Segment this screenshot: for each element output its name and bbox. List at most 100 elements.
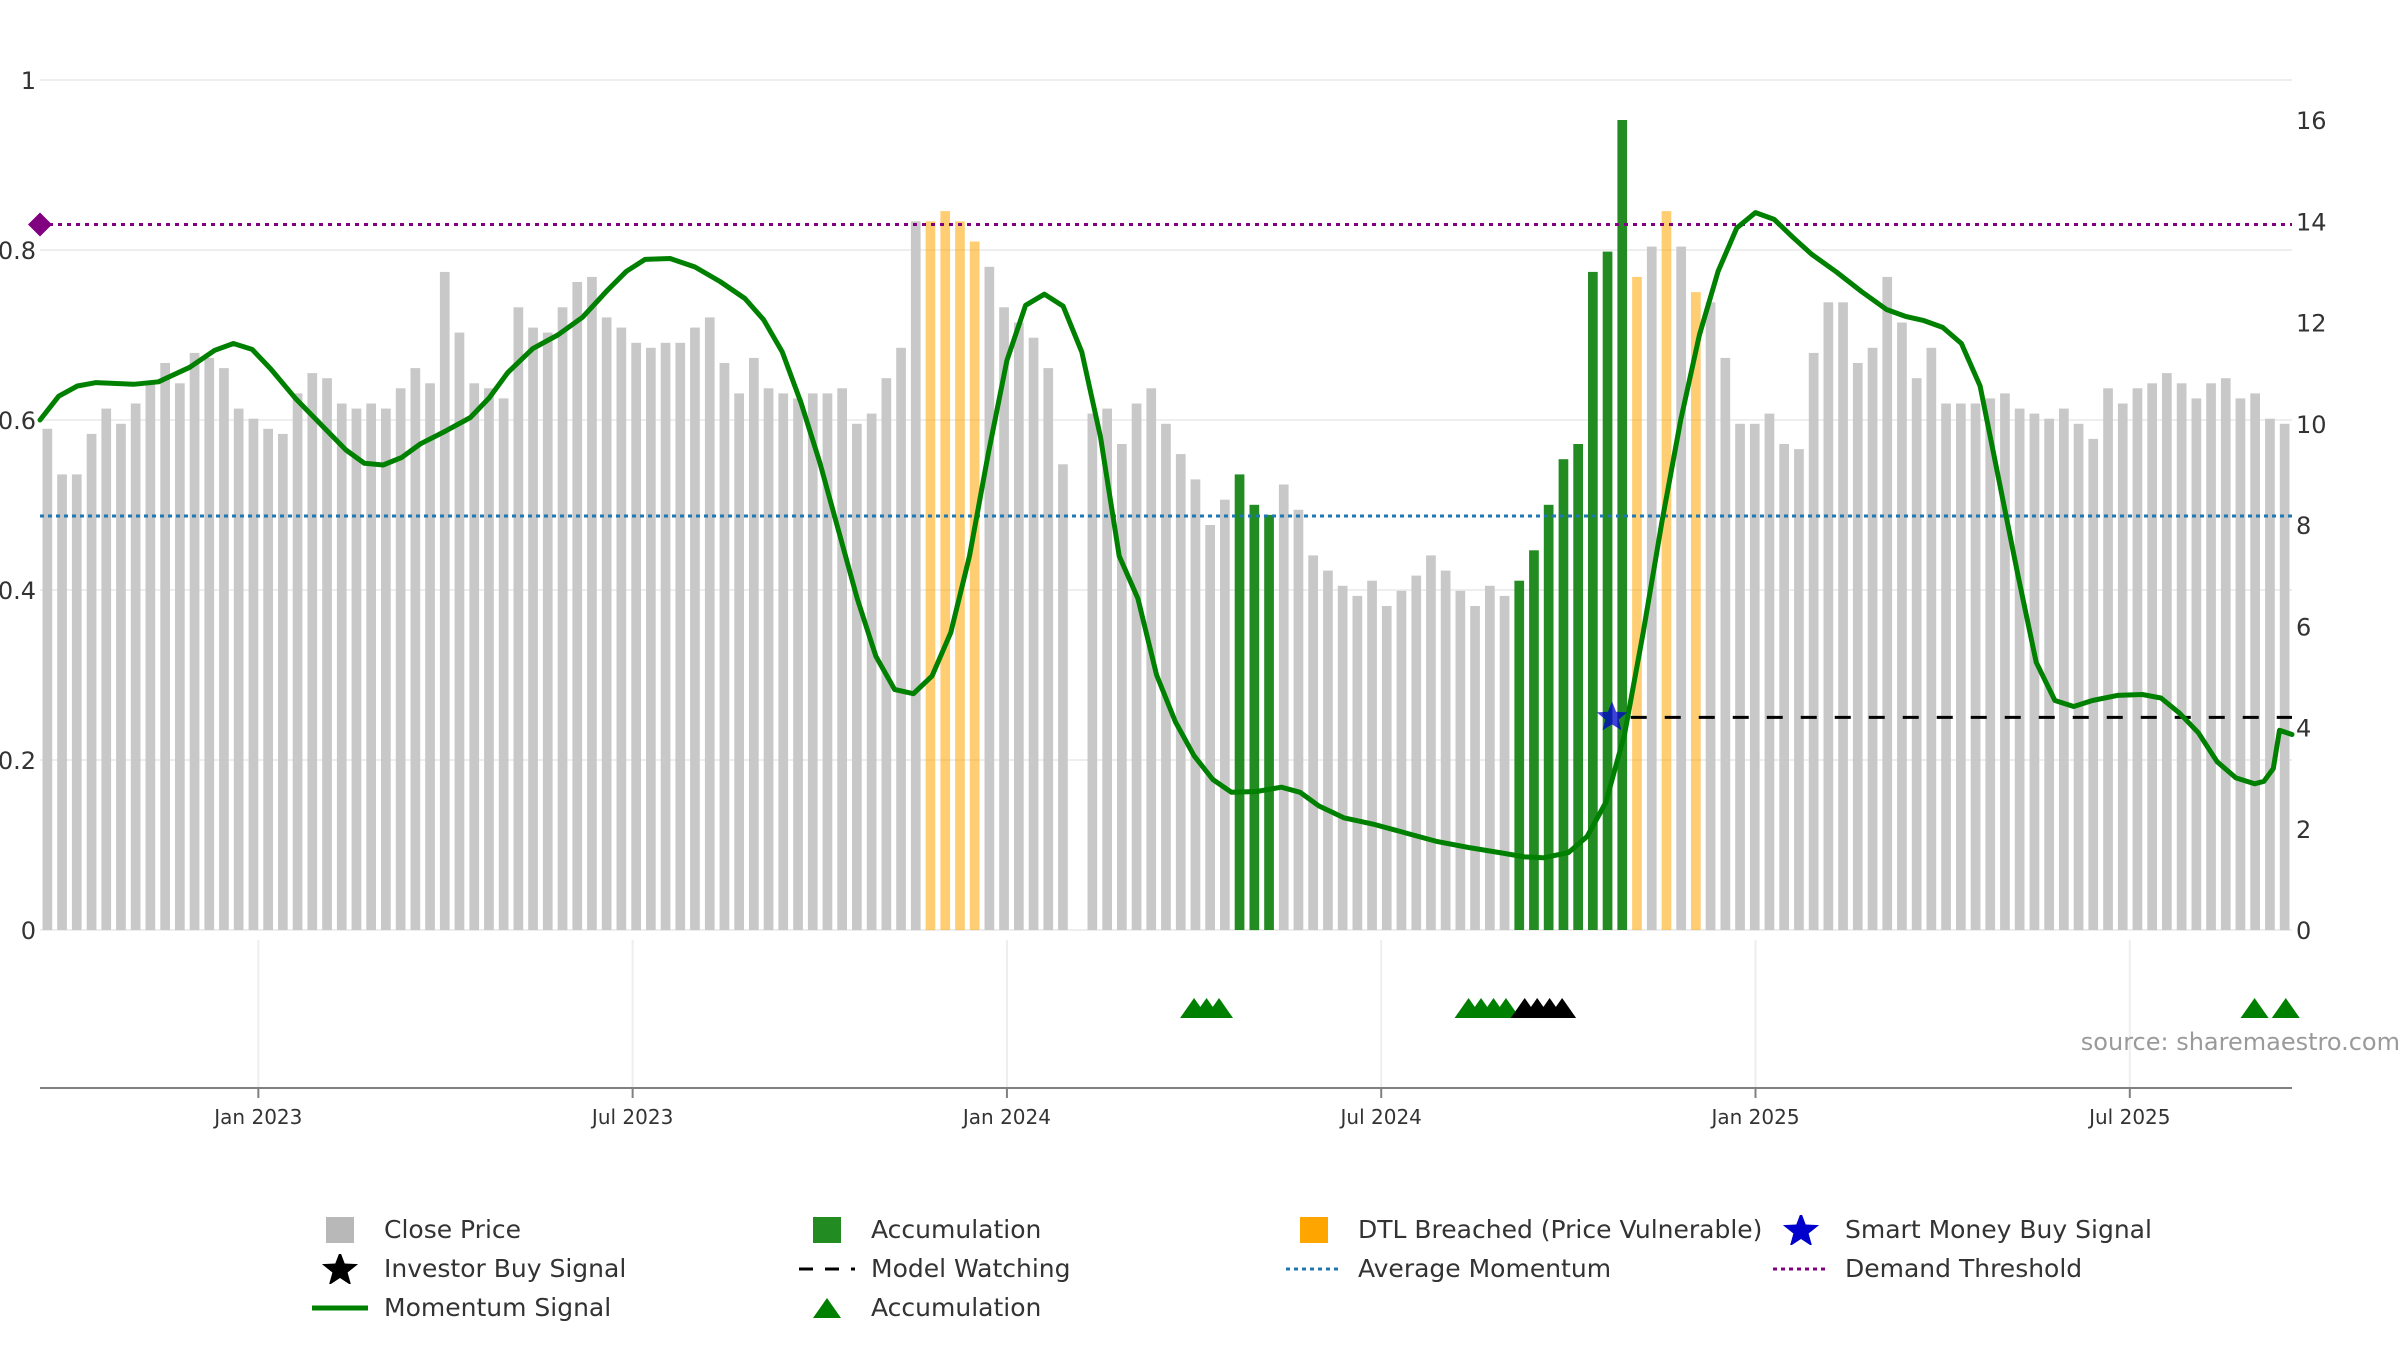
price-bar xyxy=(1323,570,1333,930)
price-bar xyxy=(2250,393,2260,930)
chart: Jan 2023 Jul 2023 Jan 2024 Jul 2024 Jan 2025… xyxy=(0,67,2400,1129)
legend-label: Momentum Signal xyxy=(384,1293,612,1322)
x-tick-label: Jan 2023 xyxy=(212,1105,302,1129)
price-bar xyxy=(219,368,229,931)
price-bar xyxy=(1220,499,1230,930)
price-bar xyxy=(1205,525,1215,930)
price-bar xyxy=(278,433,288,930)
price-bar xyxy=(601,317,612,930)
price-bar xyxy=(2117,403,2128,930)
price-bar xyxy=(1028,337,1039,930)
price-bar xyxy=(1720,357,1731,930)
right-axis-label: 4 xyxy=(2296,715,2311,743)
price-bar xyxy=(1440,570,1451,930)
price-bar xyxy=(2162,373,2172,931)
price-bar xyxy=(116,423,126,931)
legend-item: Demand Threshold xyxy=(1771,1249,2211,1288)
x-tick-label: Jan 2024 xyxy=(961,1105,1051,1129)
price-bar xyxy=(42,428,53,930)
right-axis-label: 12 xyxy=(2296,310,2327,338)
price-bar xyxy=(822,393,833,930)
price-bar xyxy=(660,342,671,931)
price-bar xyxy=(1175,454,1186,930)
price-bar xyxy=(1278,484,1289,930)
price-bar xyxy=(1337,585,1348,931)
x-tick-label: Jul 2023 xyxy=(590,1105,673,1129)
legend-label: Smart Money Buy Signal xyxy=(1845,1215,2152,1244)
price-bar xyxy=(1691,292,1701,931)
accumulation-marker xyxy=(2271,998,2300,1018)
x-tick-label: Jul 2025 xyxy=(2087,1105,2170,1129)
price-bar xyxy=(2265,418,2275,930)
price-bar xyxy=(1102,408,1112,931)
price-bar xyxy=(1426,555,1436,930)
legend-item: Momentum Signal xyxy=(310,1288,797,1327)
price-bar xyxy=(410,368,421,931)
price-bar xyxy=(837,388,847,930)
source-note: source: sharemaestro.com xyxy=(2081,1028,2400,1056)
price-bar xyxy=(2014,408,2025,931)
left-axis-label: 0 xyxy=(21,917,36,945)
price-bar xyxy=(1131,403,1142,930)
legend-symbol-star xyxy=(1771,1214,1831,1245)
right-axis-label: 2 xyxy=(2296,816,2311,844)
price-bar xyxy=(2206,383,2216,931)
left-axis-label: 0.4 xyxy=(0,577,36,605)
price-bar xyxy=(1617,120,1628,930)
price-bar xyxy=(1470,606,1480,930)
legend-item: Average Momentum xyxy=(1284,1249,1771,1288)
left-axis-label: 1 xyxy=(21,67,36,95)
price-bar xyxy=(881,378,892,930)
price-bar xyxy=(1087,413,1098,931)
x-tick-label: Jan 2025 xyxy=(1709,1105,1799,1129)
legend-label: Accumulation xyxy=(871,1215,1042,1244)
price-bar xyxy=(1043,368,1054,931)
legend-item: Accumulation xyxy=(797,1288,1284,1327)
price-bar xyxy=(1602,251,1613,931)
price-bar xyxy=(2279,423,2290,931)
price-bar xyxy=(292,393,303,930)
price-bar xyxy=(439,271,450,930)
price-bar xyxy=(425,383,435,931)
legend-label: Accumulation xyxy=(871,1293,1042,1322)
price-bar xyxy=(513,307,524,930)
legend-label: DTL Breached (Price Vulnerable) xyxy=(1358,1215,1763,1244)
price-bar xyxy=(1058,464,1068,930)
price-bar xyxy=(1764,413,1775,931)
price-bar xyxy=(1749,423,1760,931)
price-bar xyxy=(454,332,465,931)
price-bar xyxy=(1264,514,1274,930)
price-bar xyxy=(984,266,995,930)
price-bar xyxy=(852,423,862,931)
price-bar xyxy=(866,413,877,931)
price-bar xyxy=(999,307,1009,930)
price-bar xyxy=(1897,322,1907,930)
price-bar xyxy=(528,327,538,931)
price-bar xyxy=(1911,378,1922,930)
price-bar xyxy=(322,378,332,930)
price-bar xyxy=(690,327,700,931)
momentum-signal-line xyxy=(37,210,2295,861)
price-bar xyxy=(793,398,803,930)
price-bar xyxy=(1573,444,1583,930)
price-bar xyxy=(1558,459,1569,930)
price-bar xyxy=(1543,504,1554,931)
legend-item: Smart Money Buy Signal xyxy=(1771,1210,2211,1249)
price-bar xyxy=(351,408,362,931)
legend-label: Average Momentum xyxy=(1358,1254,1612,1283)
price-bar xyxy=(307,373,318,931)
price-bar xyxy=(778,393,789,930)
price-bar xyxy=(910,221,921,931)
price-bar xyxy=(2103,388,2113,930)
legend-symbol-line xyxy=(310,1293,370,1323)
price-bar xyxy=(1676,246,1686,931)
price-bar xyxy=(2059,408,2069,931)
price-bar xyxy=(1588,271,1598,930)
price-bar xyxy=(1985,398,1996,930)
demand-threshold-marker xyxy=(28,212,52,237)
price-bar xyxy=(1838,302,1848,931)
right-axis-label: 14 xyxy=(2296,208,2327,236)
price-bar xyxy=(1014,322,1024,930)
price-bar xyxy=(896,347,906,930)
legend: Close Price Accumulation DTL Breached (Pri… xyxy=(310,1210,2210,1330)
